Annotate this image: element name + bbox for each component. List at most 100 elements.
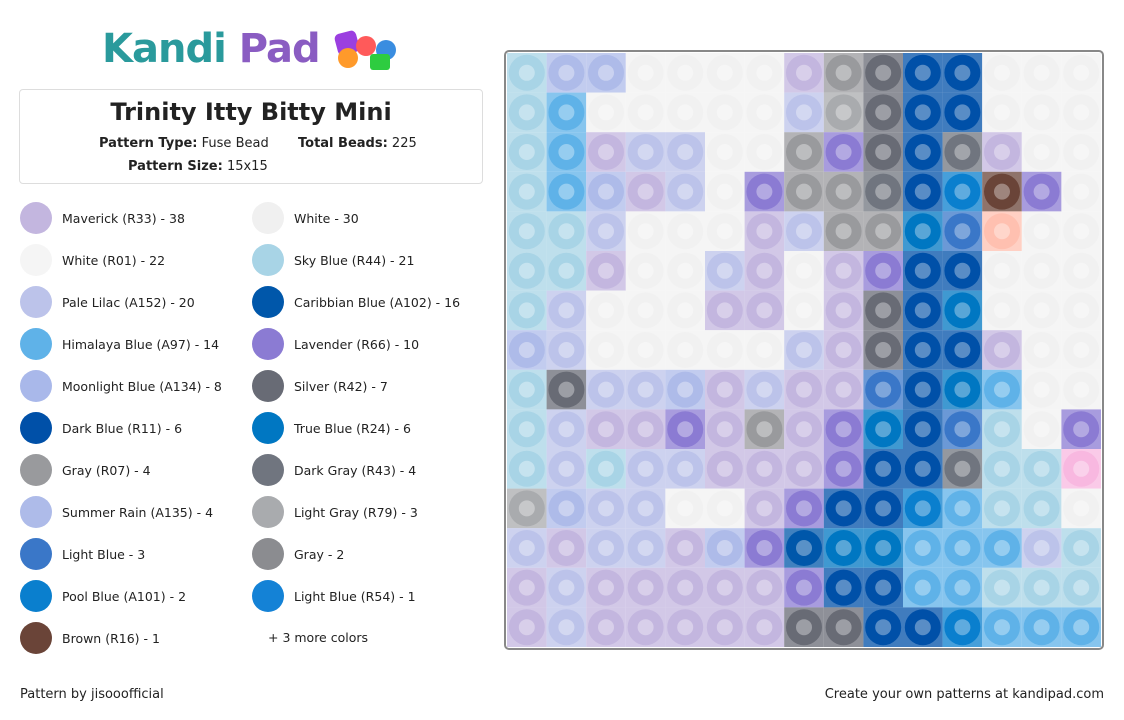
bead [863, 53, 903, 93]
bead [982, 132, 1022, 172]
legend-item: Summer Rain (A135) - 4 [20, 496, 213, 528]
legend-item: Sky Blue (R44) - 21 [252, 244, 414, 276]
swatch [252, 370, 284, 402]
bead [942, 567, 983, 608]
bead [546, 132, 587, 172]
bead [784, 251, 824, 291]
bead [942, 607, 983, 647]
bead [942, 409, 983, 449]
bead [1061, 528, 1101, 568]
bead [744, 567, 785, 608]
bead [1061, 409, 1101, 449]
legend-item: White - 30 [252, 202, 359, 234]
legend-label: White (R01) - 22 [62, 252, 166, 268]
swatch [252, 412, 284, 444]
bead [942, 449, 983, 489]
bead [1021, 132, 1062, 172]
logo[interactable]: Kandi Pad [102, 26, 321, 72]
bead [705, 290, 745, 331]
bead [625, 251, 666, 291]
bead [507, 53, 547, 93]
bead [625, 449, 666, 489]
bead [863, 132, 903, 172]
legend-item: Dark Gray (R43) - 4 [252, 454, 416, 486]
bead [1061, 132, 1101, 172]
bead [784, 449, 824, 489]
bead [863, 171, 903, 212]
bead [942, 369, 983, 410]
bead [665, 132, 705, 172]
bead [903, 132, 943, 172]
legend-label: Brown (R16) - 1 [62, 630, 160, 646]
bead [982, 251, 1022, 291]
total-beads: Total Beads: 225 [298, 136, 417, 151]
footer-right[interactable]: Create your own patterns at kandipad.com [824, 687, 1104, 702]
bead [1021, 449, 1062, 489]
bead [744, 607, 785, 647]
footer-left: Pattern by jisooofficial [20, 687, 164, 702]
legend-item: Gray - 2 [252, 538, 344, 570]
legend-item: Moonlight Blue (A134) - 8 [20, 370, 222, 402]
bead [942, 211, 983, 251]
bead [705, 528, 745, 568]
pattern-type: Pattern Type: Fuse Bead [99, 136, 269, 151]
bead [942, 132, 983, 172]
bead [863, 567, 903, 608]
bead [625, 567, 666, 608]
legend-item: Brown (R16) - 1 [20, 622, 160, 654]
legend-label: Light Gray (R79) - 3 [294, 504, 418, 520]
bead [784, 211, 824, 251]
bead [625, 409, 666, 449]
bead [586, 211, 626, 251]
bead [823, 449, 864, 489]
bead [903, 607, 943, 647]
legend-label: Sky Blue (R44) - 21 [294, 252, 415, 268]
bead [942, 92, 983, 133]
swatch [20, 538, 52, 570]
bead [1061, 449, 1101, 489]
bead [863, 369, 903, 410]
bead [1021, 53, 1062, 93]
bead [625, 330, 666, 370]
more-colors[interactable]: + 3 more colors [268, 630, 369, 645]
bead [1061, 92, 1101, 133]
legend-item: Gray (R07) - 4 [20, 454, 151, 486]
bead [507, 607, 547, 647]
legend-label: True Blue (R24) - 6 [294, 420, 411, 436]
bead [744, 449, 785, 489]
legend-item: Caribbian Blue (A102) - 16 [252, 286, 460, 318]
bead [823, 409, 864, 449]
bead [705, 171, 745, 212]
legend-item: Pool Blue (A101) - 2 [20, 580, 186, 612]
legend-label: Himalaya Blue (A97) - 14 [62, 336, 220, 352]
legend-label: Silver (R42) - 7 [294, 378, 388, 394]
bead [507, 171, 547, 212]
bead [546, 251, 587, 291]
bead [982, 607, 1022, 647]
bead [942, 330, 983, 370]
bead [863, 251, 903, 291]
bead [625, 132, 666, 172]
bead [586, 53, 626, 93]
bead [705, 53, 745, 93]
bead [1021, 607, 1062, 647]
swatch [20, 454, 52, 486]
bead [823, 290, 864, 331]
bead [546, 369, 587, 410]
bead [507, 211, 547, 251]
bead [903, 567, 943, 608]
legend-label: Gray - 2 [294, 546, 345, 562]
bead [982, 92, 1022, 133]
legend-item: Silver (R42) - 7 [252, 370, 388, 402]
bead [823, 528, 864, 568]
legend-label: Pool Blue (A101) - 2 [62, 588, 187, 604]
bead [546, 92, 587, 133]
bead [903, 171, 943, 212]
bead [982, 290, 1022, 331]
bead [863, 330, 903, 370]
swatch [20, 244, 52, 276]
bead [1061, 488, 1101, 529]
bead [784, 92, 824, 133]
swatch [252, 286, 284, 318]
bead [1021, 528, 1062, 568]
